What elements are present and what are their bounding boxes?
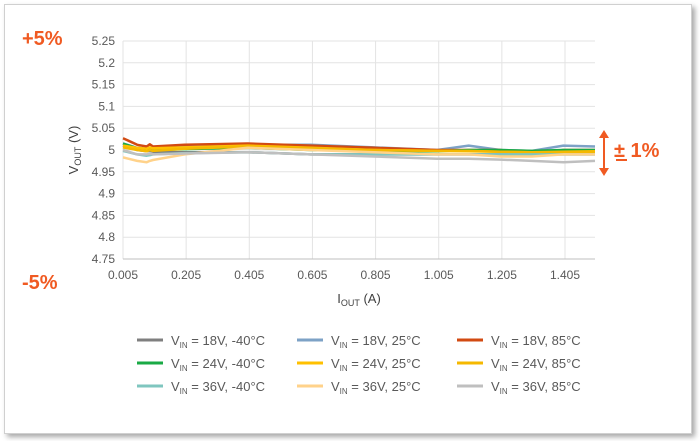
plus-minus-1-percent-label: ± 1% — [614, 140, 660, 162]
series-line-8 — [122, 146, 595, 164]
x-tick-label: 0.805 — [361, 268, 391, 282]
legend-label: VIN = 18V, -40°C — [171, 333, 265, 350]
legend-label: VIN = 18V, 85°C — [491, 333, 581, 350]
arrow-down-icon — [599, 168, 609, 176]
series-line-6 — [122, 145, 596, 154]
y-tick-label: 5.2 — [98, 56, 115, 70]
x-tick-label: 1.005 — [424, 268, 454, 282]
x-tick-label: 0.405 — [234, 268, 264, 282]
chart-frame — [4, 4, 692, 434]
x-axis-title: IOUT (A) — [337, 291, 381, 308]
legend-label: VIN = 36V, 25°C — [331, 379, 421, 396]
y-tick-label: 4.75 — [92, 252, 116, 266]
x-tick-label: 0.205 — [171, 268, 201, 282]
legend-label: VIN = 24V, 25°C — [331, 356, 421, 373]
x-tick-label: 0.605 — [297, 268, 327, 282]
y-tick-label: 4.95 — [92, 165, 116, 179]
y-tick-label: 4.8 — [98, 230, 115, 244]
legend-label: VIN = 36V, 85°C — [491, 379, 581, 396]
plus-5-percent-label: +5% — [22, 28, 63, 50]
y-tick-label: 4.9 — [98, 187, 115, 201]
legend-label: VIN = 24V, 85°C — [491, 356, 581, 373]
x-tick-label: 1.405 — [550, 268, 580, 282]
legend-label: VIN = 18V, 25°C — [331, 333, 421, 350]
y-tick-label: 5.25 — [92, 34, 116, 48]
y-tick-label: 4.85 — [92, 208, 116, 222]
y-axis-title: VOUT (V) — [66, 126, 83, 175]
minus-5-percent-label: -5% — [22, 272, 58, 294]
series-line-9 — [122, 148, 596, 164]
y-tick-label: 5.05 — [92, 121, 116, 135]
legend-label: VIN = 24V, -40°C — [171, 356, 265, 373]
y-tick-label: 5.15 — [92, 78, 116, 92]
x-tick-label: 1.205 — [487, 268, 517, 282]
legend-label: VIN = 36V, -40°C — [171, 379, 265, 396]
y-tick-label: 5.1 — [98, 99, 115, 113]
arrow-up-icon — [599, 130, 609, 138]
x-tick-label: 0.005 — [108, 268, 138, 282]
y-tick-label: 5 — [108, 143, 115, 157]
